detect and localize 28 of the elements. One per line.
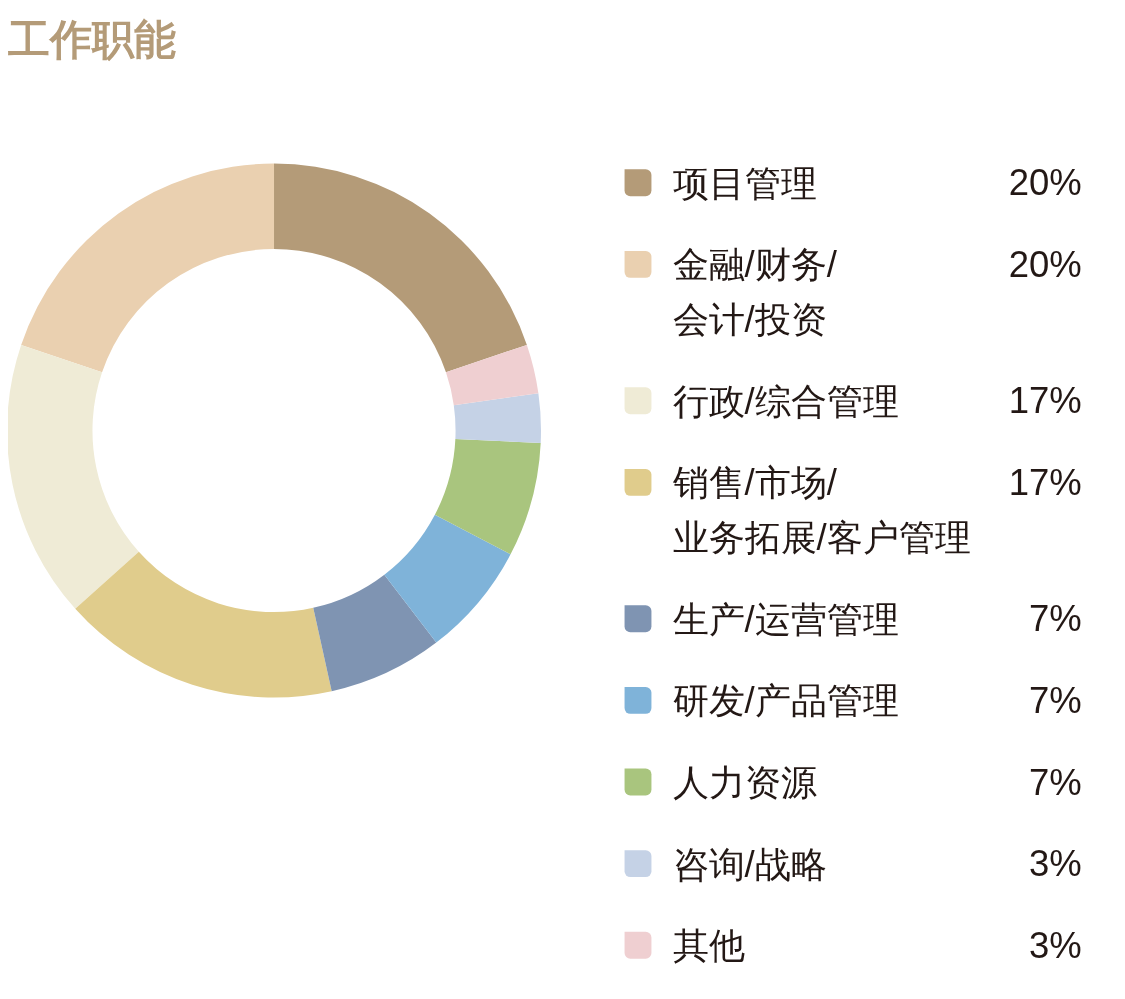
donut-slice xyxy=(313,574,437,692)
legend-label: 项目管理 xyxy=(672,162,817,204)
donut-slice xyxy=(384,514,511,643)
data-label: 20% xyxy=(1008,243,1082,285)
data-label: 20% xyxy=(1008,162,1082,204)
chart-title: 工作职能 xyxy=(7,16,176,64)
donut-slice xyxy=(21,163,275,373)
donut-slice xyxy=(453,393,541,444)
donut-slice xyxy=(434,439,541,555)
donut-slice xyxy=(8,344,139,609)
data-label: 7% xyxy=(1028,598,1082,640)
donut-slice xyxy=(75,551,332,698)
legend-label: 人力资源 xyxy=(672,761,817,803)
legend-label: 其他 xyxy=(672,924,745,966)
donut-slice xyxy=(445,344,539,406)
legend-label: 咨询/战略 xyxy=(672,843,827,885)
data-label: 3% xyxy=(1028,924,1082,966)
legend-label: 生产/运营管理 xyxy=(672,598,899,640)
donut-slice xyxy=(274,163,527,373)
legend-label: 销售/市场/业务拓展/客户管理 xyxy=(671,461,971,558)
data-label: 3% xyxy=(1028,843,1082,885)
data-label: 17% xyxy=(1008,461,1082,503)
data-label: 17% xyxy=(1008,380,1082,422)
data-label: 7% xyxy=(1028,761,1082,803)
legend-label: 行政/综合管理 xyxy=(672,380,899,422)
data-label: 7% xyxy=(1028,679,1082,721)
legend-label: 金融/财务/会计/投资 xyxy=(672,243,838,340)
legend-label: 研发/产品管理 xyxy=(672,679,899,721)
